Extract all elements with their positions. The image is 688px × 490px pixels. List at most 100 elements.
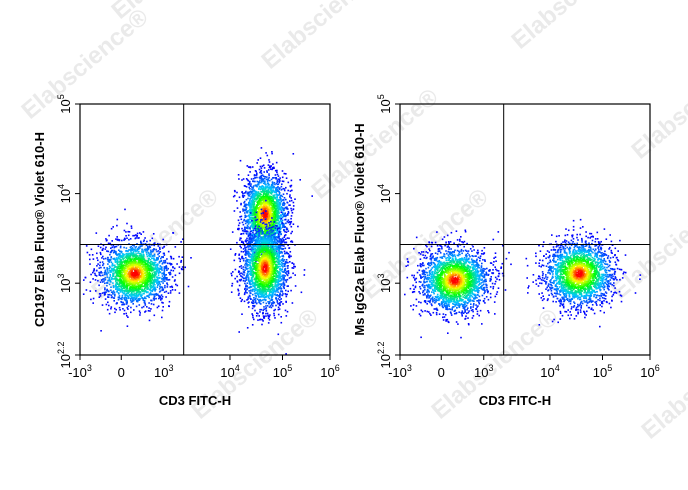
event-point <box>248 201 250 204</box>
event-point <box>150 281 152 284</box>
event-point <box>139 257 141 259</box>
event-point <box>281 211 284 214</box>
event-point <box>125 298 128 300</box>
event-point <box>169 255 172 258</box>
event-point <box>273 241 275 243</box>
event-point <box>241 221 244 224</box>
event-point <box>285 177 288 179</box>
event-point <box>130 248 133 250</box>
event-point <box>136 250 138 252</box>
event-point <box>274 212 277 214</box>
event-point <box>141 263 144 266</box>
event-point <box>258 185 261 188</box>
event-point <box>246 220 248 223</box>
event-point <box>140 233 142 235</box>
event-point <box>119 278 121 281</box>
event-point <box>151 276 154 279</box>
event-point <box>258 224 261 226</box>
event-point <box>125 267 127 270</box>
event-point <box>162 261 164 264</box>
event-point <box>254 207 256 210</box>
event-point <box>125 269 128 272</box>
event-point <box>125 247 128 249</box>
event-point <box>249 206 251 209</box>
event-point <box>278 235 280 238</box>
event-point <box>253 227 256 230</box>
event-point <box>141 254 143 256</box>
event-point <box>167 250 170 253</box>
event-point <box>239 159 242 162</box>
event-point <box>266 202 269 204</box>
event-point <box>121 253 124 255</box>
event-point <box>127 283 130 285</box>
event-point <box>158 270 160 273</box>
event-point <box>147 247 150 250</box>
event-point <box>161 269 163 271</box>
event-point <box>256 197 259 200</box>
event-point <box>272 206 274 208</box>
event-point <box>152 267 155 270</box>
event-point <box>138 264 140 266</box>
event-point <box>269 233 272 235</box>
event-point <box>133 274 136 277</box>
event-point <box>285 295 288 298</box>
event-point <box>286 192 288 195</box>
event-point <box>130 259 132 261</box>
event-point <box>123 254 126 256</box>
event-point <box>128 273 131 275</box>
event-point <box>124 259 127 261</box>
event-point <box>117 298 120 301</box>
event-point <box>153 253 156 256</box>
event-point <box>266 215 269 218</box>
event-point <box>129 254 132 257</box>
event-point <box>264 200 266 202</box>
event-point <box>274 280 276 283</box>
event-point <box>280 233 282 235</box>
event-point <box>263 180 265 182</box>
event-point <box>164 280 166 282</box>
event-point <box>120 281 122 284</box>
event-point <box>274 202 277 204</box>
event-point <box>273 224 275 226</box>
event-point <box>242 223 245 226</box>
event-point <box>244 216 246 218</box>
event-point <box>130 272 132 275</box>
event-point <box>273 196 276 198</box>
event-point <box>158 288 161 290</box>
event-point <box>154 286 156 288</box>
watermark-text: Elabscience® <box>257 0 394 75</box>
event-point <box>270 224 273 227</box>
event-point <box>250 216 253 219</box>
event-point <box>278 181 281 184</box>
event-point <box>180 261 182 263</box>
event-point <box>120 259 122 261</box>
event-point <box>149 255 151 258</box>
event-point <box>260 174 263 177</box>
event-point <box>252 201 255 203</box>
event-point <box>246 215 248 217</box>
event-point <box>277 284 280 286</box>
event-point <box>175 283 177 286</box>
event-point <box>256 291 259 293</box>
event-point <box>287 230 290 232</box>
event-point <box>249 193 251 196</box>
event-point <box>267 217 270 219</box>
event-point <box>278 207 280 209</box>
event-point <box>137 252 139 255</box>
event-point <box>92 270 95 272</box>
event-point <box>122 276 125 279</box>
event-point <box>128 260 131 263</box>
event-point <box>246 210 248 212</box>
event-point <box>132 274 134 277</box>
event-point <box>132 244 134 247</box>
event-point <box>115 238 117 240</box>
event-point <box>253 243 255 245</box>
event-point <box>134 278 137 281</box>
event-point <box>237 224 240 227</box>
event-point <box>132 281 134 284</box>
event-point <box>263 202 265 205</box>
event-point <box>110 258 112 261</box>
event-point <box>110 261 113 263</box>
